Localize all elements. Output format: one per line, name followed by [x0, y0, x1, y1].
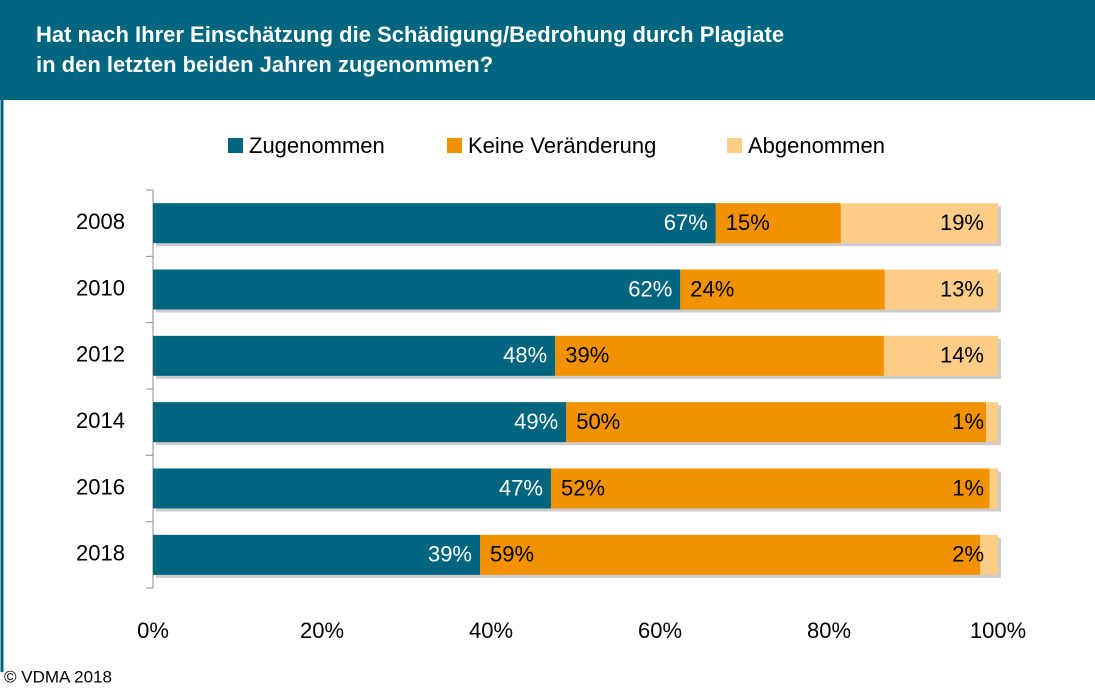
value-label: 52% [561, 475, 605, 500]
footer: © VDMA 2018 [4, 667, 112, 686]
value-label: 39% [428, 542, 472, 567]
title-band [0, 0, 1095, 100]
value-label: 15% [726, 210, 770, 235]
value-label: 39% [565, 343, 609, 368]
value-label: 24% [690, 276, 734, 301]
legend-swatch [727, 138, 742, 153]
y-tick-label: 2018 [76, 541, 125, 566]
legend-swatch [228, 138, 243, 153]
value-label: 59% [490, 542, 534, 567]
y-tick-label: 2008 [76, 209, 125, 234]
value-label: 67% [664, 210, 708, 235]
value-label: 13% [940, 276, 984, 301]
y-tick-label: 2016 [76, 474, 125, 499]
bar-segment [153, 402, 567, 443]
bar-segment [715, 203, 841, 244]
value-label: 62% [628, 276, 672, 301]
bar-segment [989, 468, 998, 509]
x-tick-label: 80% [807, 618, 851, 643]
value-label: 47% [499, 475, 543, 500]
legend-label: Abgenommen [748, 133, 885, 158]
bar-segment [566, 402, 987, 443]
bar-segment [680, 269, 885, 310]
bar-segment [883, 335, 998, 376]
bar-segment [153, 534, 481, 575]
x-tick-label: 0% [137, 618, 169, 643]
y-tick-label: 2010 [76, 275, 125, 300]
bar-segment [550, 468, 990, 509]
y-tick-label: 2012 [76, 342, 125, 367]
value-label: 49% [514, 409, 558, 434]
bar-segment [884, 269, 998, 310]
value-label: 1% [952, 409, 984, 434]
chart-title: Hat nach Ihrer Einschätzung die Schädigu… [36, 22, 784, 77]
legend-label: Zugenommen [249, 133, 385, 158]
bar-segment [840, 203, 998, 244]
bar-segment [153, 203, 716, 244]
value-label: 2% [952, 542, 984, 567]
bar-segment [986, 402, 998, 443]
x-tick-label: 40% [469, 618, 513, 643]
bar-segment [980, 534, 998, 575]
legend-label: Keine Veränderung [468, 133, 656, 158]
x-tick-label: 20% [300, 618, 344, 643]
y-tick-label: 2014 [76, 408, 125, 433]
x-tick-label: 60% [638, 618, 682, 643]
value-label: 48% [503, 343, 547, 368]
bar-segment [480, 534, 981, 575]
value-label: 1% [952, 475, 984, 500]
value-label: 50% [576, 409, 620, 434]
x-tick-label: 100% [970, 618, 1026, 643]
legend-swatch [447, 138, 462, 153]
bar-segment [153, 335, 556, 376]
value-label: 19% [940, 210, 984, 235]
value-label: 14% [940, 343, 984, 368]
bar-segment [153, 468, 551, 509]
bar-segment [153, 269, 681, 310]
bar-segment [555, 335, 884, 376]
